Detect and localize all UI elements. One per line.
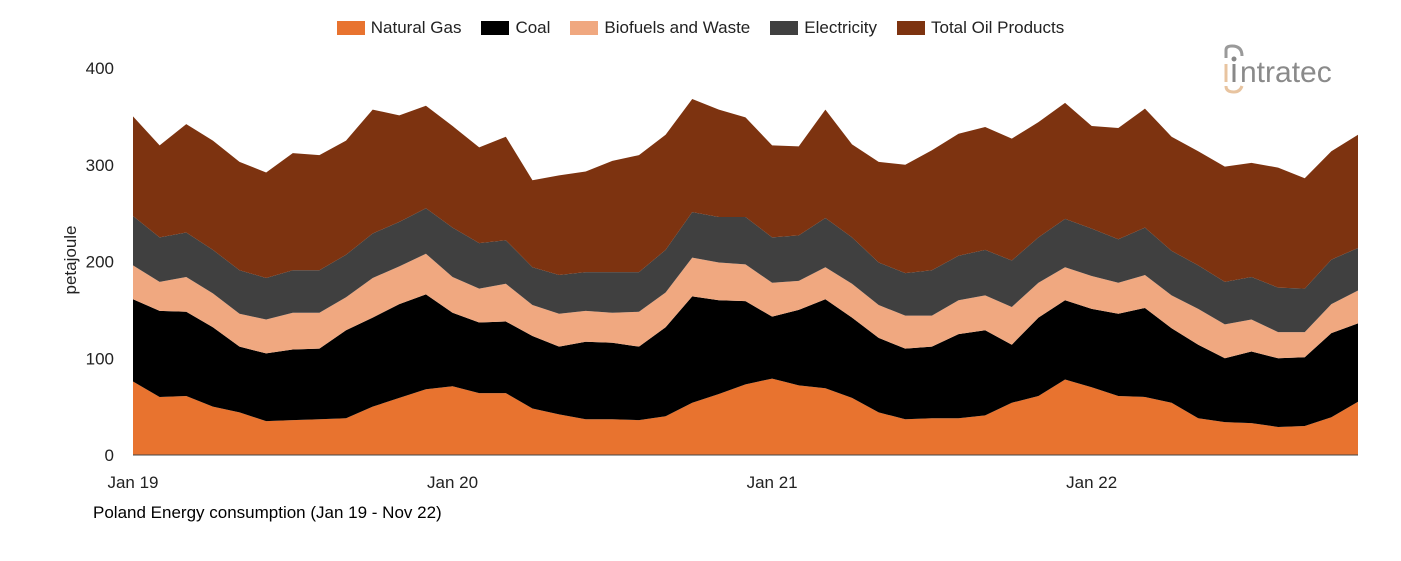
legend-item-coal[interactable]: Coal (481, 18, 550, 38)
area-natural-gas (133, 378, 1358, 455)
y-tick-label: 400 (86, 59, 114, 78)
x-tick-label: Jan 19 (107, 473, 158, 492)
y-tick-label: 300 (86, 156, 114, 175)
intratec-logo: ntratec (1220, 42, 1370, 101)
x-tick-label: Jan 20 (427, 473, 478, 492)
area-electricity (133, 208, 1358, 333)
legend-item-oil[interactable]: Total Oil Products (897, 18, 1064, 38)
svg-text:ntratec: ntratec (1240, 56, 1332, 89)
legend-swatch (570, 21, 599, 35)
x-tick-label: Jan 22 (1066, 473, 1117, 492)
chart-caption: Poland Energy consumption (Jan 19 - Nov … (93, 503, 442, 522)
legend: Natural Gas Coal Biofuels and Waste Elec… (0, 18, 1401, 38)
area-biofuels-and-waste (133, 253, 1358, 359)
y-tick-label: 200 (86, 253, 114, 272)
x-tick-label: Jan 21 (747, 473, 798, 492)
area-coal (133, 294, 1358, 427)
legend-swatch (336, 21, 365, 35)
legend-item-natural-gas[interactable]: Natural Gas (336, 18, 461, 38)
y-tick-label: 100 (86, 349, 114, 368)
y-axis-label: petajoule (61, 225, 80, 294)
legend-swatch (770, 21, 799, 35)
area-total-oil-products (133, 98, 1358, 289)
legend-item-biofuels[interactable]: Biofuels and Waste (570, 18, 750, 38)
legend-swatch (481, 21, 510, 35)
y-tick-label: 0 (105, 446, 114, 465)
legend-item-electricity[interactable]: Electricity (770, 18, 877, 38)
legend-swatch (897, 21, 925, 35)
